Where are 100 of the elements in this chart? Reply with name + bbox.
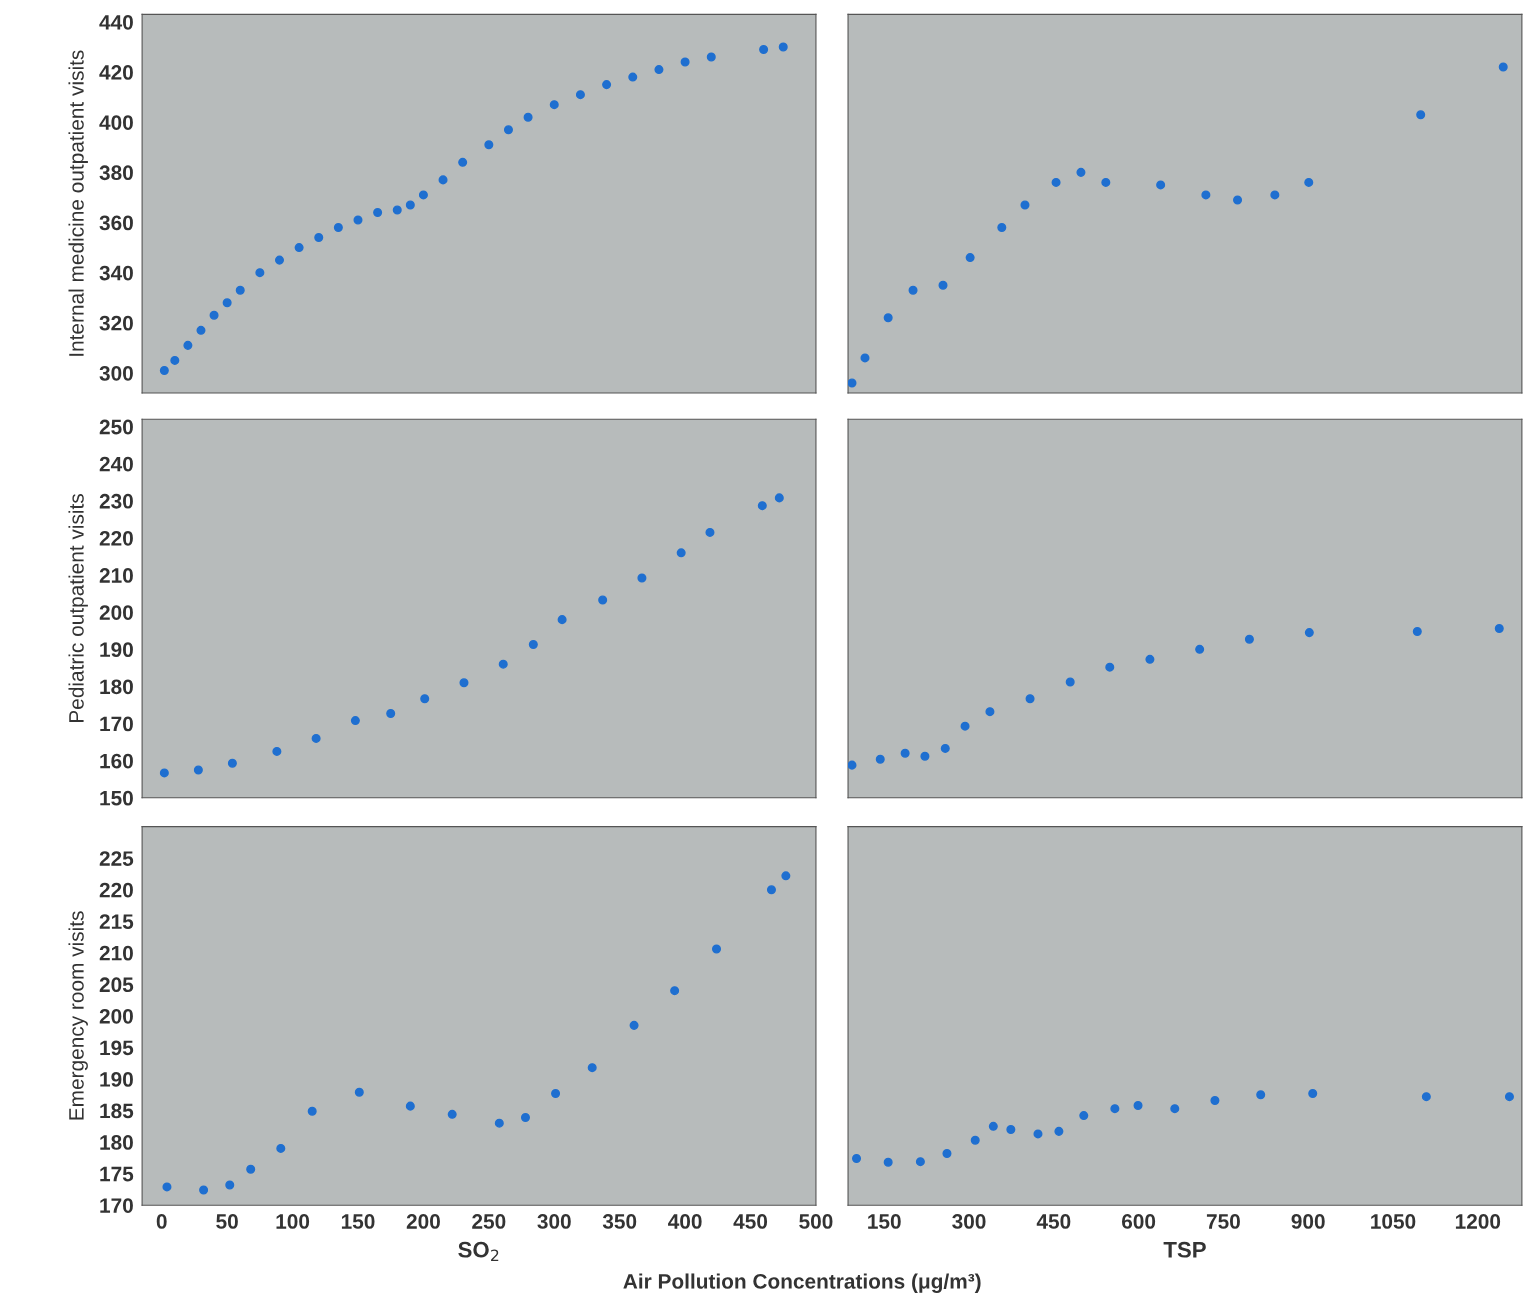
y-tick-label: 170 — [100, 716, 133, 732]
point — [1133, 1100, 1143, 1111]
point — [940, 743, 950, 753]
point — [706, 52, 716, 62]
x-tick-label: 150 — [341, 1214, 375, 1229]
x-tick-label: 500 — [799, 1214, 833, 1229]
point — [1244, 634, 1254, 644]
point — [1416, 110, 1426, 120]
point — [170, 355, 180, 365]
point — [1201, 190, 1211, 200]
point — [915, 1157, 925, 1167]
point — [222, 298, 232, 308]
point — [350, 716, 360, 726]
point — [498, 659, 508, 669]
point — [227, 758, 237, 768]
x-tick-label: 150 — [868, 1214, 901, 1229]
point — [1051, 177, 1061, 187]
point — [985, 707, 995, 717]
y-tick-label: 225 — [99, 851, 134, 866]
x-tick-label: 300 — [952, 1214, 986, 1229]
point — [196, 325, 206, 335]
point — [1110, 1104, 1120, 1114]
point — [970, 1135, 980, 1145]
point — [549, 100, 559, 110]
y-tick-label: 420 — [99, 65, 133, 80]
point — [602, 80, 612, 90]
y-tick-label: 380 — [99, 165, 133, 181]
point — [900, 748, 910, 758]
point — [294, 243, 304, 253]
point — [1105, 662, 1115, 672]
point — [629, 1020, 639, 1030]
point — [883, 313, 893, 323]
text: Air Pollution Concentrations (μg/m³) — [623, 1273, 981, 1293]
point — [781, 871, 791, 881]
point — [1421, 1092, 1431, 1102]
point — [860, 353, 870, 363]
x-tick-label: 0 — [156, 1214, 167, 1229]
point — [1033, 1129, 1043, 1139]
y-tick-label: 440 — [99, 14, 133, 30]
point — [705, 527, 715, 537]
point — [908, 285, 918, 295]
point — [307, 1106, 317, 1116]
point — [557, 615, 567, 625]
point — [575, 90, 585, 100]
y-tick-label: 195 — [100, 1040, 134, 1056]
point — [199, 1185, 209, 1195]
point — [628, 72, 638, 82]
y-tick-label: 400 — [99, 115, 133, 130]
x-tick-label: 400 — [668, 1214, 702, 1229]
x-tick-label: 450 — [1036, 1214, 1071, 1229]
x-tick-label: 1050 — [1371, 1214, 1416, 1229]
point — [637, 573, 647, 583]
y-tick-label: 240 — [99, 456, 133, 472]
point — [458, 157, 468, 167]
point — [1076, 167, 1086, 177]
point — [774, 493, 784, 503]
x-tick-label: 450 — [733, 1214, 768, 1229]
point — [1233, 195, 1243, 205]
point — [159, 768, 169, 778]
y-tick-label: 150 — [100, 790, 133, 806]
point — [938, 280, 948, 290]
y-tick-label: 200 — [99, 1008, 133, 1024]
y-tick-label: 190 — [100, 1072, 133, 1087]
point — [1054, 1126, 1064, 1136]
point — [484, 140, 494, 150]
point — [676, 548, 686, 558]
point — [373, 207, 383, 217]
point — [276, 1143, 286, 1153]
y-tick-label: 250 — [99, 419, 133, 435]
y-tick-label: 170 — [100, 1198, 133, 1213]
point — [778, 42, 788, 52]
point — [447, 1109, 457, 1119]
point — [1304, 628, 1314, 638]
point — [354, 1087, 364, 1097]
point — [272, 746, 282, 756]
point — [852, 1153, 862, 1164]
x-tick-label: 100 — [276, 1214, 310, 1229]
y-tick-label: 300 — [99, 365, 133, 381]
point — [1308, 1089, 1318, 1099]
point — [418, 190, 428, 200]
point — [1498, 62, 1508, 72]
point — [680, 57, 690, 67]
point — [193, 765, 203, 775]
point — [875, 754, 885, 764]
point — [183, 340, 193, 350]
point — [1210, 1095, 1220, 1105]
x-tick-label: 750 — [1206, 1214, 1240, 1229]
point — [1145, 654, 1155, 664]
x-tick-label: 50 — [216, 1214, 238, 1229]
point — [528, 639, 538, 650]
point — [405, 200, 415, 210]
point — [960, 721, 970, 731]
point — [405, 1101, 415, 1111]
y-tick-label: 180 — [100, 1135, 133, 1150]
point — [494, 1118, 504, 1128]
point — [654, 65, 664, 75]
point — [274, 255, 285, 265]
point — [392, 205, 402, 215]
x-tick-label: 350 — [602, 1214, 637, 1229]
point — [766, 885, 776, 895]
